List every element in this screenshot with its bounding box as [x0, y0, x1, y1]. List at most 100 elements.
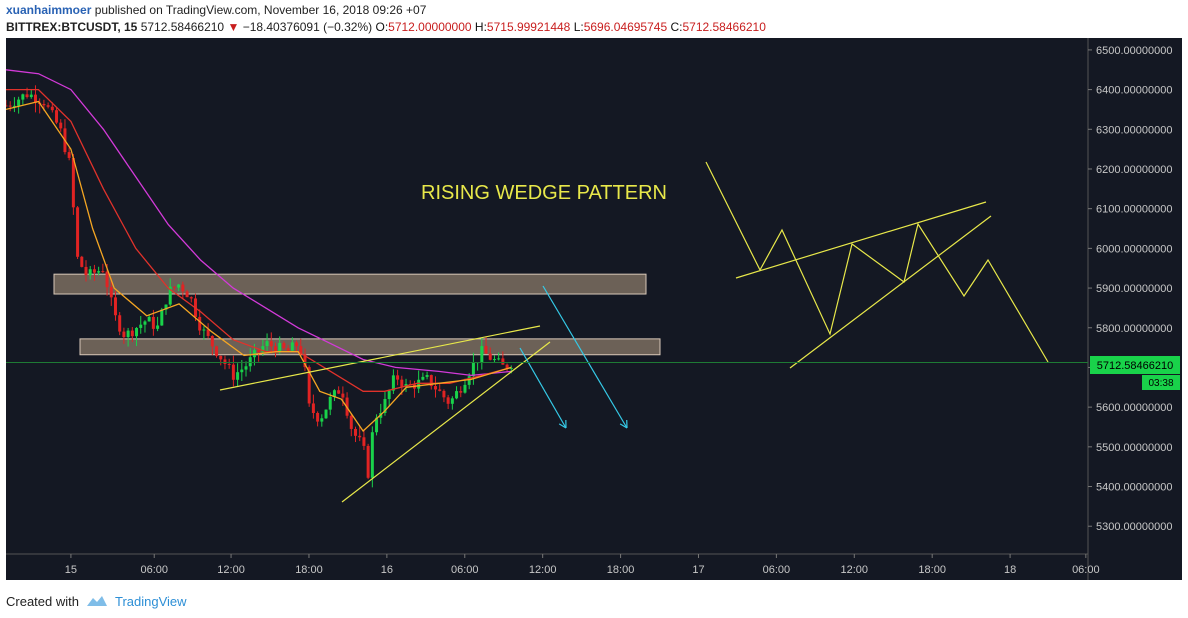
candle-body	[231, 364, 235, 380]
candle-body	[219, 355, 223, 360]
candle-body	[156, 325, 160, 329]
x-tick-label: 12:00	[529, 564, 557, 576]
x-tick-label: 18	[1004, 564, 1016, 576]
chart-header: xuanhaimmoer published on TradingView.co…	[6, 2, 1186, 38]
y-tick-label: 6300.00000000	[1096, 124, 1172, 136]
candle-body	[370, 432, 374, 478]
candle-body	[50, 106, 54, 111]
plot-background	[6, 38, 1088, 554]
candle-body	[25, 94, 29, 98]
resistance-zone-upper	[53, 273, 647, 295]
candle-body	[198, 316, 202, 331]
candle-body	[130, 330, 134, 337]
candle-body	[320, 418, 324, 422]
candle-body	[8, 105, 12, 107]
candle-body	[240, 369, 244, 373]
time-axis-background	[6, 554, 1088, 580]
moving-averages	[5, 69, 512, 432]
candle-body	[118, 315, 122, 332]
candle-body	[33, 94, 37, 103]
price-tag-box	[1090, 356, 1180, 374]
y-tick-label: 6500.00000000	[1096, 45, 1172, 57]
candle-body	[450, 398, 454, 404]
candle-body	[425, 375, 429, 377]
candle-body	[236, 372, 240, 380]
schematic-upper-line	[735, 201, 987, 279]
candle-body	[42, 103, 46, 106]
candle-body	[286, 348, 290, 351]
candle-body	[349, 415, 353, 429]
candle-body	[332, 390, 336, 398]
candle-body	[497, 358, 501, 360]
tradingview-link[interactable]: TradingView	[114, 593, 187, 609]
close-value: 5712.58466210	[682, 20, 766, 34]
candle-body	[446, 397, 450, 404]
candle-body	[303, 354, 307, 368]
down-triangle-icon: ▼	[227, 20, 240, 34]
candle-body	[67, 152, 71, 158]
x-tick-label: 06:00	[1072, 564, 1100, 576]
y-tick-label: 5400.00000000	[1096, 482, 1172, 494]
candle-body	[143, 321, 147, 325]
candle-body	[467, 376, 471, 385]
candle-body	[282, 342, 286, 349]
breakdown-arrow-1-head	[558, 423, 567, 429]
candle-body	[299, 346, 303, 355]
price-change: −18.40376091 (−0.32%)	[242, 20, 373, 34]
candle-body	[471, 362, 475, 377]
pattern-annotation: RISING WEDGE PATTERN	[421, 182, 667, 204]
candle-body	[429, 375, 433, 387]
x-tick-label: 06:00	[451, 564, 479, 576]
candle-body	[257, 350, 261, 353]
candle-body	[295, 342, 299, 347]
countdown-box	[1142, 375, 1180, 390]
ohlc-line: BITTREX:BTCUSDT, 15 5712.58466210 ▼ −18.…	[6, 19, 1186, 36]
candle-body	[358, 435, 362, 438]
y-tick-label: 5900.00000000	[1096, 283, 1172, 295]
last-price: 5712.58466210	[140, 20, 225, 34]
candle-body	[455, 391, 459, 399]
footer: Created with TradingView	[6, 590, 187, 612]
countdown-value: 03:38	[1148, 378, 1173, 389]
x-tick-label: 18:00	[295, 564, 323, 576]
symbol-label: BITTREX:BTCUSDT, 15	[6, 20, 138, 34]
y-tick-label: 6100.00000000	[1096, 204, 1172, 216]
candle-body	[109, 287, 113, 298]
x-tick-label: 12:00	[841, 564, 869, 576]
schematic-zigzag	[705, 161, 1049, 363]
y-tick-label: 6000.00000000	[1096, 243, 1172, 255]
low-label: L:	[573, 20, 584, 34]
price-chart[interactable]: 6500.00000000 6400.00000000 6300.00000000 6…	[4, 38, 1182, 580]
x-tick-label: 06:00	[763, 564, 791, 576]
candle-body	[311, 403, 315, 413]
candle-body	[480, 346, 484, 363]
tradingview-logo-icon	[86, 596, 107, 606]
candle-body	[55, 110, 59, 123]
author-link[interactable]: xuanhaimmoer	[6, 3, 92, 17]
open-value: 5712.00000000	[388, 20, 472, 34]
candle-body	[488, 353, 492, 360]
open-label: O:	[375, 20, 389, 34]
candle-body	[147, 316, 151, 322]
candle-body	[21, 94, 25, 100]
y-tick-label: 5300.00000000	[1096, 521, 1172, 533]
schematic-lower-line	[789, 215, 992, 369]
candle-body	[181, 284, 185, 292]
candle-body	[362, 437, 366, 446]
supply-zones	[53, 273, 661, 356]
candle-body	[101, 271, 105, 273]
candle-body	[396, 375, 400, 380]
chart-area[interactable]: 6500.00000000 6400.00000000 6300.00000000 6…	[4, 38, 1182, 580]
candle-body	[71, 157, 75, 208]
x-tick-label: 15	[65, 564, 77, 576]
candle-body	[307, 367, 311, 404]
candle-body	[185, 291, 189, 298]
ema-fast-line	[5, 100, 512, 432]
candle-body	[215, 346, 219, 356]
candle-body	[421, 376, 425, 380]
candle-body	[223, 359, 227, 364]
candle-body	[76, 207, 80, 257]
candle-body	[59, 122, 63, 129]
candle-body	[492, 359, 496, 361]
candle-body	[168, 286, 172, 305]
